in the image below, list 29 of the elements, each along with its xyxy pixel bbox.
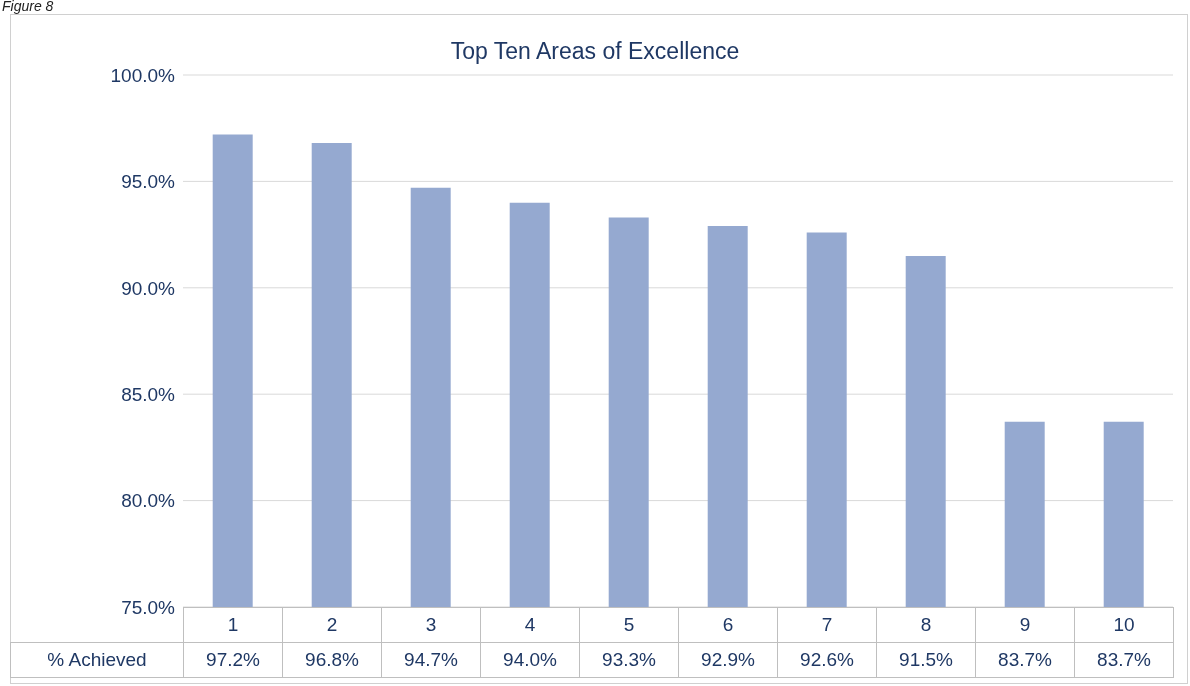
x-tick-label: 2 [282,607,382,643]
data-label: 92.6% [777,642,877,678]
x-tick-label: 10 [1074,607,1174,643]
x-tick-label: 7 [777,607,877,643]
x-tick-label: 1 [183,607,283,643]
text: % Achieved [10,642,184,678]
y-tick-label: 95.0% [121,171,176,193]
x-tick-label: 3 [381,607,481,643]
x-tick-label: 6 [678,607,778,643]
data-label: 94.0% [480,642,580,678]
chart-title: Top Ten Areas of Excellence [449,38,741,65]
x-tick-label: 4 [480,607,580,643]
data-label: 97.2% [183,642,283,678]
x-tick-label: 9 [975,607,1075,643]
data-label: 93.3% [579,642,679,678]
y-tick-label: 75.0% [121,596,176,618]
data-label: 83.7% [975,642,1075,678]
data-label: 91.5% [876,642,976,678]
x-tick-label: 8 [876,607,976,643]
x-tick-label: 5 [579,607,679,643]
y-tick-label: 80.0% [121,490,176,512]
data-label: 96.8% [282,642,382,678]
y-tick-label: 85.0% [121,383,176,405]
data-label: 92.9% [678,642,778,678]
caption: Figure 8 [2,0,54,14]
y-tick-label: 90.0% [121,277,176,299]
data-label: 83.7% [1074,642,1174,678]
data-label: 94.7% [381,642,481,678]
y-tick-label: 100.0% [110,64,176,86]
